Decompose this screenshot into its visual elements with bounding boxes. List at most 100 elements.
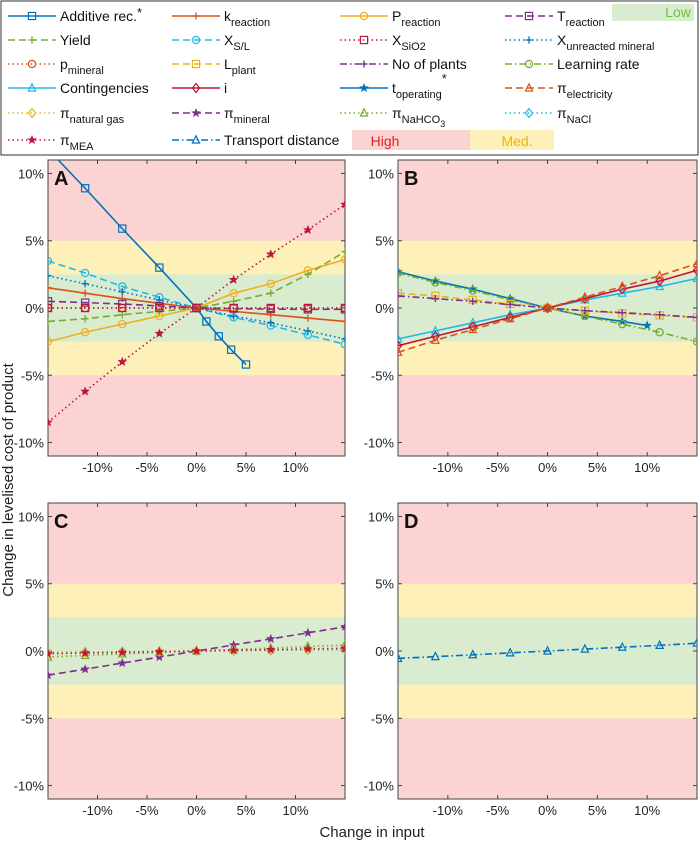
point-xsl <box>48 256 53 266</box>
legend-label-sub: NaHCO <box>402 114 441 126</box>
point-pimea <box>228 645 239 655</box>
point-i <box>468 321 478 333</box>
point-noplants <box>656 311 664 319</box>
point-transport <box>542 645 553 655</box>
point-yield <box>48 317 52 326</box>
point-pielectricity <box>398 346 403 356</box>
legend-label-main: k <box>224 8 232 24</box>
legend: Additive rec.* kreaction Preaction Treactio… <box>0 0 699 156</box>
point-preaction <box>229 289 238 298</box>
legend-entry-transport: Transport distance <box>172 132 340 148</box>
legend-label-sup: * <box>442 71 447 86</box>
point-pielectricity <box>468 323 478 334</box>
legend-marker-pmineral <box>27 59 37 69</box>
point-pimea <box>340 199 345 209</box>
legend-marker-yield <box>28 36 36 44</box>
point-noplants <box>506 301 514 309</box>
legend-label-main: X <box>392 32 402 48</box>
point-pimea <box>48 648 53 658</box>
legend-label-xunreacted: Xunreacted mineral <box>557 32 654 53</box>
series-pielectricity <box>398 258 697 356</box>
y-tick-label: -10% <box>364 436 395 451</box>
point-xunreacted <box>48 272 52 280</box>
x-tick-label: -5% <box>486 460 510 475</box>
point-noplants <box>469 297 477 305</box>
panel-d: 10% 5% 0% -5% -10% -10% -5% 0% 5% 10% D <box>364 502 698 818</box>
point-pimea <box>303 643 313 654</box>
legend-label-noplants: No of plants <box>392 56 467 72</box>
legend-entry-xsio2: XSiO2 <box>340 32 426 53</box>
point-xunreacted <box>267 319 275 327</box>
point-xunreacted <box>341 335 345 343</box>
legend-label-main: p <box>60 56 68 72</box>
legend-marker-xsl <box>191 35 201 45</box>
x-tick-label: 10% <box>282 803 308 818</box>
point-pimea <box>191 645 202 656</box>
legend-label-sub: natural gas <box>70 114 125 126</box>
legend-entry-pinahco3: πNaHCO3 <box>340 105 445 129</box>
point-toperating <box>642 320 652 330</box>
point-yield <box>267 289 275 297</box>
point-pimineral <box>117 658 128 668</box>
legend-label-pimea: πMEA <box>60 132 94 153</box>
legend-label-preaction: Preaction <box>392 8 440 29</box>
legend-label-main: π <box>60 105 70 121</box>
point-pielectricity <box>617 280 627 291</box>
legend-band-swatch <box>612 4 694 21</box>
series-group <box>398 258 697 356</box>
legend-marker-noplants <box>360 60 368 68</box>
y-tick-label: 10% <box>18 509 44 524</box>
series-line-pimea <box>48 203 345 423</box>
x-tick-label: -10% <box>82 460 113 475</box>
point-pinaturalgas <box>48 647 53 659</box>
legend-entry-pinaturalgas: πnatural gas <box>8 105 125 126</box>
panel-letter: A <box>54 168 68 190</box>
point-i <box>398 340 403 352</box>
point-transport <box>655 639 665 649</box>
legend-label-main: Contingencies <box>60 80 149 96</box>
series-group <box>48 160 345 427</box>
point-i <box>692 264 697 276</box>
point-pimea <box>117 647 128 657</box>
point-pinahco3 <box>340 639 345 649</box>
x-tick-label: -10% <box>433 803 464 818</box>
legend-entry-kreaction: kreaction <box>172 8 270 29</box>
point-learning <box>655 328 664 337</box>
legend-label-sub: mineral <box>68 65 104 77</box>
point-pimineral <box>340 621 345 631</box>
point-learning <box>431 278 440 287</box>
point-pimineral <box>48 670 53 680</box>
point-noplants <box>618 309 626 317</box>
point-pinaturalgas <box>80 647 90 658</box>
legend-entry-i: i <box>172 80 227 96</box>
point-transport <box>692 637 697 647</box>
point-preaction <box>118 319 127 329</box>
x-axis-label: Change in input <box>319 824 425 841</box>
point-transport <box>398 652 403 662</box>
point-contingencies <box>617 287 627 297</box>
series-line-xunreacted <box>48 274 345 340</box>
point-lplant <box>398 289 403 298</box>
legend-label-pimineral: πmineral <box>224 105 270 126</box>
legend-marker-contingencies <box>27 82 37 92</box>
legend-band-swatch <box>470 130 554 150</box>
point-pielectricity <box>692 258 697 268</box>
legend-band-label: Low <box>665 4 692 20</box>
point-pimea <box>265 249 276 259</box>
y-tick-label: -10% <box>14 779 45 794</box>
legend-label-sub: reaction <box>401 17 440 29</box>
y-tick-label: 5% <box>25 577 44 592</box>
series-line-transport <box>398 642 697 660</box>
panel-c: 10% 5% 0% -5% -10% -10% -5% 0% 5% 10% C <box>14 502 346 818</box>
series-line-pimineral <box>48 625 345 677</box>
point-xsio2 <box>266 303 275 313</box>
point-kreaction <box>48 284 52 292</box>
point-xsio2 <box>192 303 201 313</box>
legend-label-main: X <box>557 32 567 48</box>
y-tick-label: 10% <box>368 166 394 181</box>
point-preaction <box>48 337 53 346</box>
y-tick-label: 0% <box>25 301 44 316</box>
point-contingencies <box>430 325 440 335</box>
legend-marker-i <box>191 82 201 94</box>
point-contingencies <box>398 333 403 343</box>
